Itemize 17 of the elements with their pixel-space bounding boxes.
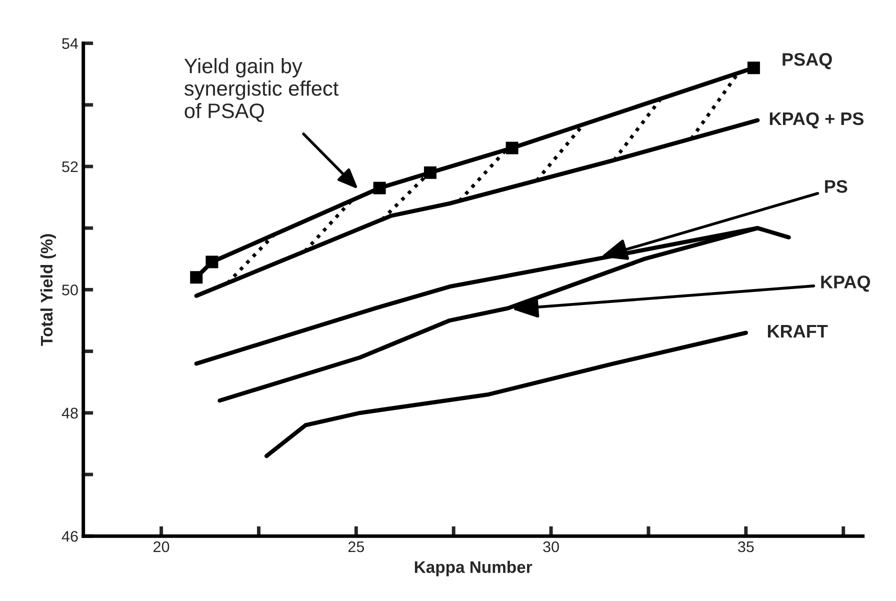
y-axis-title: Total Yield (%) bbox=[40, 234, 56, 346]
text: KPAQ bbox=[821, 276, 870, 292]
y-tick-label: 48 bbox=[62, 408, 78, 419]
x-tick-label: 20 bbox=[154, 541, 170, 552]
y-tick-label: 50 bbox=[62, 284, 78, 296]
x-tick-label: 35 bbox=[738, 541, 754, 552]
text: PS bbox=[825, 180, 848, 193]
series-label: KRAFT bbox=[768, 325, 828, 338]
y-tick-label: 54 bbox=[62, 38, 78, 49]
y-tick-label: 52 bbox=[62, 161, 78, 172]
series-label: PSAQ bbox=[782, 53, 832, 70]
x-tick-label: 30 bbox=[543, 541, 559, 552]
x-axis-title: Kappa Number bbox=[414, 560, 532, 576]
x-tick-label: 25 bbox=[348, 541, 364, 552]
annotation: Yield gain by synergistic effect of PSAQ bbox=[184, 58, 339, 122]
y-tick-label: 46 bbox=[62, 530, 78, 542]
series-label: KPAQ + PS bbox=[770, 112, 864, 128]
